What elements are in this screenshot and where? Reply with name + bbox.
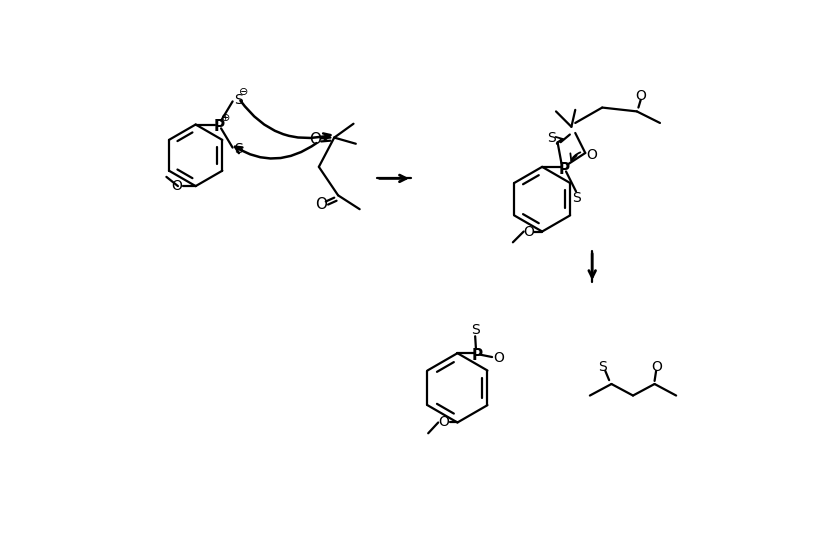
Text: O: O [635,89,646,103]
Text: O: O [493,351,504,365]
Text: S: S [470,323,480,337]
Text: S: S [547,132,556,146]
Text: P: P [559,162,570,177]
Text: ⊖: ⊖ [239,87,248,97]
Text: O: O [315,197,327,212]
Text: O: O [309,133,321,147]
Text: S: S [234,142,243,156]
Text: O: O [171,179,182,193]
Text: O: O [652,360,662,374]
Text: O: O [438,416,449,430]
Text: P: P [472,348,483,363]
Text: S: S [572,191,581,205]
Text: P: P [213,119,224,134]
Text: O: O [586,148,597,162]
Text: S: S [234,93,243,107]
Text: ⊕: ⊕ [221,113,230,122]
Text: S: S [598,360,606,374]
Text: O: O [522,224,533,238]
